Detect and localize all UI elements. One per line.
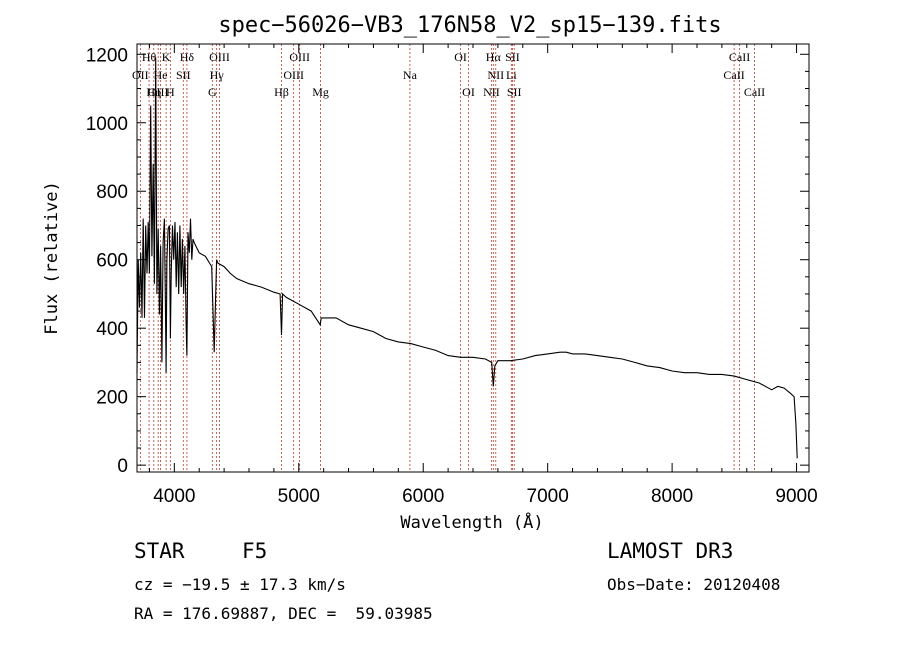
observation-date: Obs−Date: 20120408 [607,575,781,594]
line-label: Hα [486,50,502,64]
line-label: He [154,68,168,82]
y-tick-label: 1000 [86,114,128,135]
y-tick-label: 600 [96,251,128,272]
line-label: SII [507,85,522,99]
line-label: SII [176,68,191,82]
redshift-cz: cz = −19.5 ± 17.3 km/s [134,575,346,594]
line-label: Hη [146,85,161,99]
line-label: OII [132,68,149,82]
y-axis-label: Flux (relative) [42,181,62,335]
x-axis-label: Wavelength (Å) [400,511,543,533]
survey-name: LAMOST DR3 [607,539,734,563]
y-tick-label: 1200 [86,45,128,66]
line-label: NII [483,85,500,99]
y-tick-label: 0 [117,456,128,477]
y-tick-label: 800 [96,182,128,203]
spectrum-line [136,57,798,459]
object-subclass: F5 [242,539,268,563]
line-label: K [162,50,171,64]
x-tick-label: 9000 [775,486,817,507]
y-tick-label: 400 [96,319,128,340]
plot-frame [136,43,810,473]
chart-title: spec−56026−VB3_176N58_V2_sp15−139.fits [218,13,721,38]
line-label: G [208,85,217,99]
line-label: OIII [148,85,169,99]
x-tick-label: 7000 [527,486,569,507]
x-axis-ticks: 4000 5000 6000 7000 8000 9000 [148,44,818,507]
x-tick-label: 6000 [402,486,444,507]
line-label: Na [403,68,418,82]
x-tick-label: 4000 [153,486,195,507]
line-label: Hβ [274,85,289,99]
line-label: OI [462,85,475,99]
x-tick-label: 5000 [278,486,320,507]
line-label: Li [506,68,517,82]
line-label: H [166,85,175,99]
line-label: OIII [209,50,230,64]
y-tick-label: 200 [96,388,128,409]
line-label: OIII [283,68,304,82]
coordinates: RA = 176.69887, DEC = 59.03985 [134,604,433,623]
line-label: CaII [729,50,750,64]
line-label: Mg [312,85,329,99]
line-label: Hθ [142,50,157,64]
line-label: NII [487,68,504,82]
object-class: STAR [134,539,185,563]
x-tick-label: 8000 [651,486,693,507]
line-label: CaII [723,68,744,82]
line-label: OI [454,50,467,64]
line-label: OIII [289,50,310,64]
line-label: Hδ [180,50,195,64]
line-label: SII [505,50,520,64]
emission-line-markers [139,44,755,472]
line-label: Hγ [210,68,225,82]
line-label: CaII [744,85,765,99]
y-axis-ticks: 0 200 400 600 800 1000 1200 [86,45,809,477]
